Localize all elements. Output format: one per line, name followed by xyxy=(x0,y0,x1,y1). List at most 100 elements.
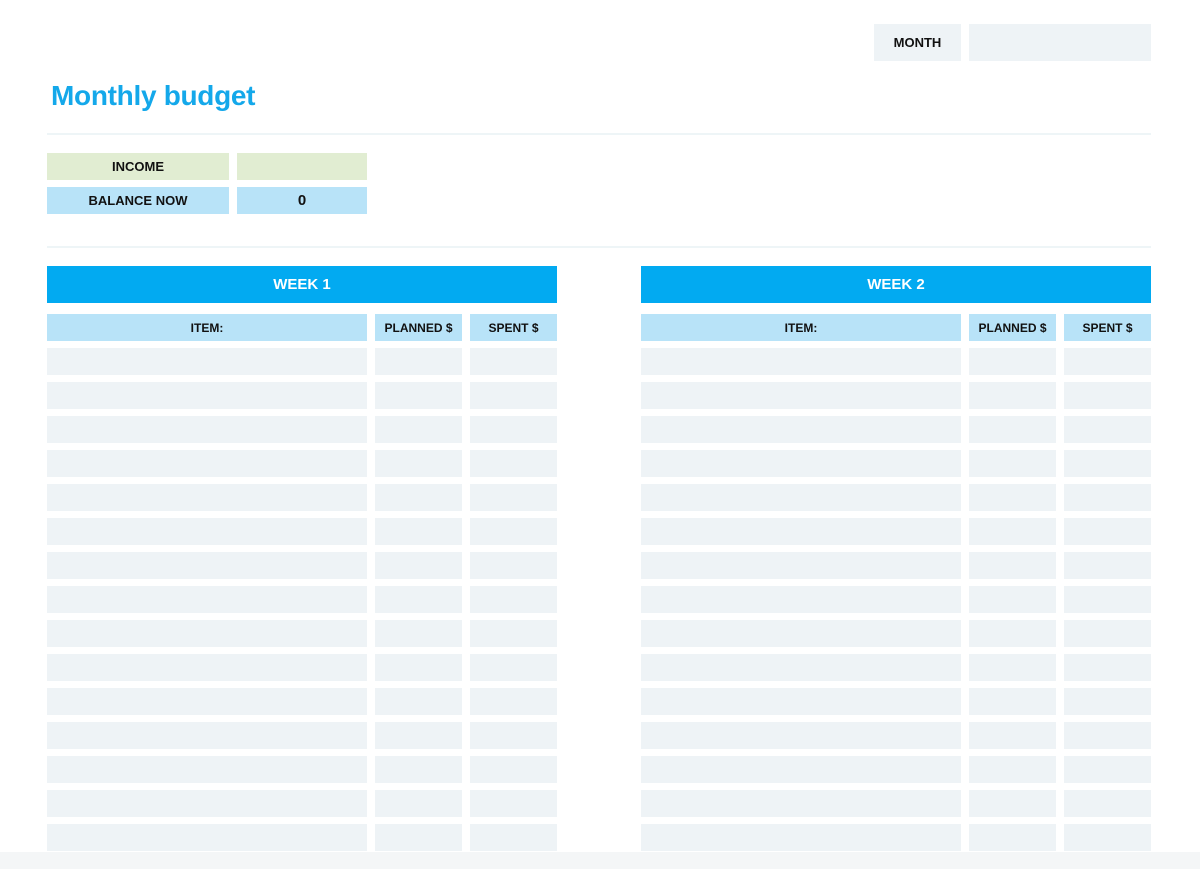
week-1-planned-cell[interactable] xyxy=(375,824,462,851)
week-2-spent-cell[interactable] xyxy=(1064,348,1151,375)
week-2-planned-cell[interactable] xyxy=(969,484,1056,511)
week-1-spent-cell[interactable] xyxy=(470,382,557,409)
week-1-spent-cell[interactable] xyxy=(470,824,557,851)
week-2-spent-cell[interactable] xyxy=(1064,382,1151,409)
week-1-planned-cell[interactable] xyxy=(375,790,462,817)
week-1-item-cell[interactable] xyxy=(47,824,367,851)
week-2-spent-cell[interactable] xyxy=(1064,586,1151,613)
week-1-spent-cell[interactable] xyxy=(470,654,557,681)
balance-value: 0 xyxy=(237,187,367,214)
week-1-item-cell[interactable] xyxy=(47,688,367,715)
week-1-planned-cell[interactable] xyxy=(375,518,462,545)
week-2-item-cell[interactable] xyxy=(641,450,961,477)
week-2-spent-cell[interactable] xyxy=(1064,416,1151,443)
week-2-spent-cell[interactable] xyxy=(1064,824,1151,851)
week-1-item-cell[interactable] xyxy=(47,790,367,817)
week-2-item-cell[interactable] xyxy=(641,722,961,749)
week-1-spent-cell[interactable] xyxy=(470,790,557,817)
week-1-planned-cell[interactable] xyxy=(375,552,462,579)
week-1-item-cell[interactable] xyxy=(47,620,367,647)
week-2-planned-cell[interactable] xyxy=(969,790,1056,817)
week-2-spent-cell[interactable] xyxy=(1064,450,1151,477)
week-2-item-cell[interactable] xyxy=(641,620,961,647)
week-2-item-cell[interactable] xyxy=(641,382,961,409)
week-1-spent-cell[interactable] xyxy=(470,552,557,579)
week-1-spent-cell[interactable] xyxy=(470,518,557,545)
week-2-spent-header: SPENT $ xyxy=(1064,314,1151,341)
week-1-spent-cell[interactable] xyxy=(470,756,557,783)
week-2-spent-cell[interactable] xyxy=(1064,552,1151,579)
week-1-item-cell[interactable] xyxy=(47,382,367,409)
week-2-planned-cell[interactable] xyxy=(969,620,1056,647)
week-2-planned-cell[interactable] xyxy=(969,552,1056,579)
page-bottom-edge xyxy=(0,852,1200,869)
week-2-planned-cell[interactable] xyxy=(969,586,1056,613)
week-1-item-cell[interactable] xyxy=(47,756,367,783)
week-1-spent-cell[interactable] xyxy=(470,348,557,375)
week-1-spent-cell[interactable] xyxy=(470,484,557,511)
week-1-item-cell[interactable] xyxy=(47,722,367,749)
week-2-spent-cell[interactable] xyxy=(1064,518,1151,545)
week-1-spent-cell[interactable] xyxy=(470,586,557,613)
week-2-item-cell[interactable] xyxy=(641,552,961,579)
week-1-spent-cell[interactable] xyxy=(470,722,557,749)
week-2-spent-cell[interactable] xyxy=(1064,620,1151,647)
week-2-item-cell[interactable] xyxy=(641,416,961,443)
week-2-planned-cell[interactable] xyxy=(969,688,1056,715)
week-2-planned-header: PLANNED $ xyxy=(969,314,1056,341)
week-1-planned-cell[interactable] xyxy=(375,382,462,409)
week-2-item-cell[interactable] xyxy=(641,484,961,511)
divider xyxy=(47,246,1151,248)
week-2-spent-cell[interactable] xyxy=(1064,722,1151,749)
week-2-planned-cell[interactable] xyxy=(969,348,1056,375)
week-1-item-cell[interactable] xyxy=(47,348,367,375)
week-1-item-cell[interactable] xyxy=(47,450,367,477)
week-1-spent-cell[interactable] xyxy=(470,450,557,477)
week-2-spent-cell[interactable] xyxy=(1064,654,1151,681)
week-2-planned-cell[interactable] xyxy=(969,416,1056,443)
week-2-planned-cell[interactable] xyxy=(969,450,1056,477)
week-2-item-cell[interactable] xyxy=(641,348,961,375)
week-1-planned-cell[interactable] xyxy=(375,484,462,511)
week-2-planned-cell[interactable] xyxy=(969,824,1056,851)
week-2-header: WEEK 2 xyxy=(641,266,1151,303)
week-2-item-cell[interactable] xyxy=(641,654,961,681)
week-1-planned-cell[interactable] xyxy=(375,688,462,715)
week-2-planned-cell[interactable] xyxy=(969,756,1056,783)
divider xyxy=(47,133,1151,135)
week-1-item-cell[interactable] xyxy=(47,552,367,579)
week-2-planned-cell[interactable] xyxy=(969,722,1056,749)
week-1-planned-cell[interactable] xyxy=(375,722,462,749)
week-1-planned-cell[interactable] xyxy=(375,450,462,477)
week-2-planned-cell[interactable] xyxy=(969,382,1056,409)
week-1-spent-cell[interactable] xyxy=(470,620,557,647)
week-1-planned-cell[interactable] xyxy=(375,586,462,613)
week-1-spent-cell[interactable] xyxy=(470,416,557,443)
week-1-item-cell[interactable] xyxy=(47,654,367,681)
week-1-item-cell[interactable] xyxy=(47,416,367,443)
week-2-item-cell[interactable] xyxy=(641,790,961,817)
week-2-item-cell[interactable] xyxy=(641,756,961,783)
week-2-spent-cell[interactable] xyxy=(1064,688,1151,715)
week-2-item-cell[interactable] xyxy=(641,824,961,851)
income-input[interactable] xyxy=(237,153,367,180)
week-1-planned-cell[interactable] xyxy=(375,620,462,647)
week-1-item-cell[interactable] xyxy=(47,484,367,511)
month-label: MONTH xyxy=(874,24,961,61)
week-1-planned-cell[interactable] xyxy=(375,654,462,681)
week-2-spent-cell[interactable] xyxy=(1064,790,1151,817)
week-2-planned-cell[interactable] xyxy=(969,518,1056,545)
week-2-planned-cell[interactable] xyxy=(969,654,1056,681)
week-1-planned-cell[interactable] xyxy=(375,416,462,443)
week-2-item-cell[interactable] xyxy=(641,518,961,545)
week-2-item-cell[interactable] xyxy=(641,688,961,715)
week-1-spent-cell[interactable] xyxy=(470,688,557,715)
month-input[interactable] xyxy=(969,24,1151,61)
week-2-spent-cell[interactable] xyxy=(1064,756,1151,783)
week-1-item-cell[interactable] xyxy=(47,586,367,613)
week-2-spent-cell[interactable] xyxy=(1064,484,1151,511)
week-1-planned-cell[interactable] xyxy=(375,756,462,783)
week-1-item-cell[interactable] xyxy=(47,518,367,545)
week-2-item-cell[interactable] xyxy=(641,586,961,613)
week-1-planned-cell[interactable] xyxy=(375,348,462,375)
